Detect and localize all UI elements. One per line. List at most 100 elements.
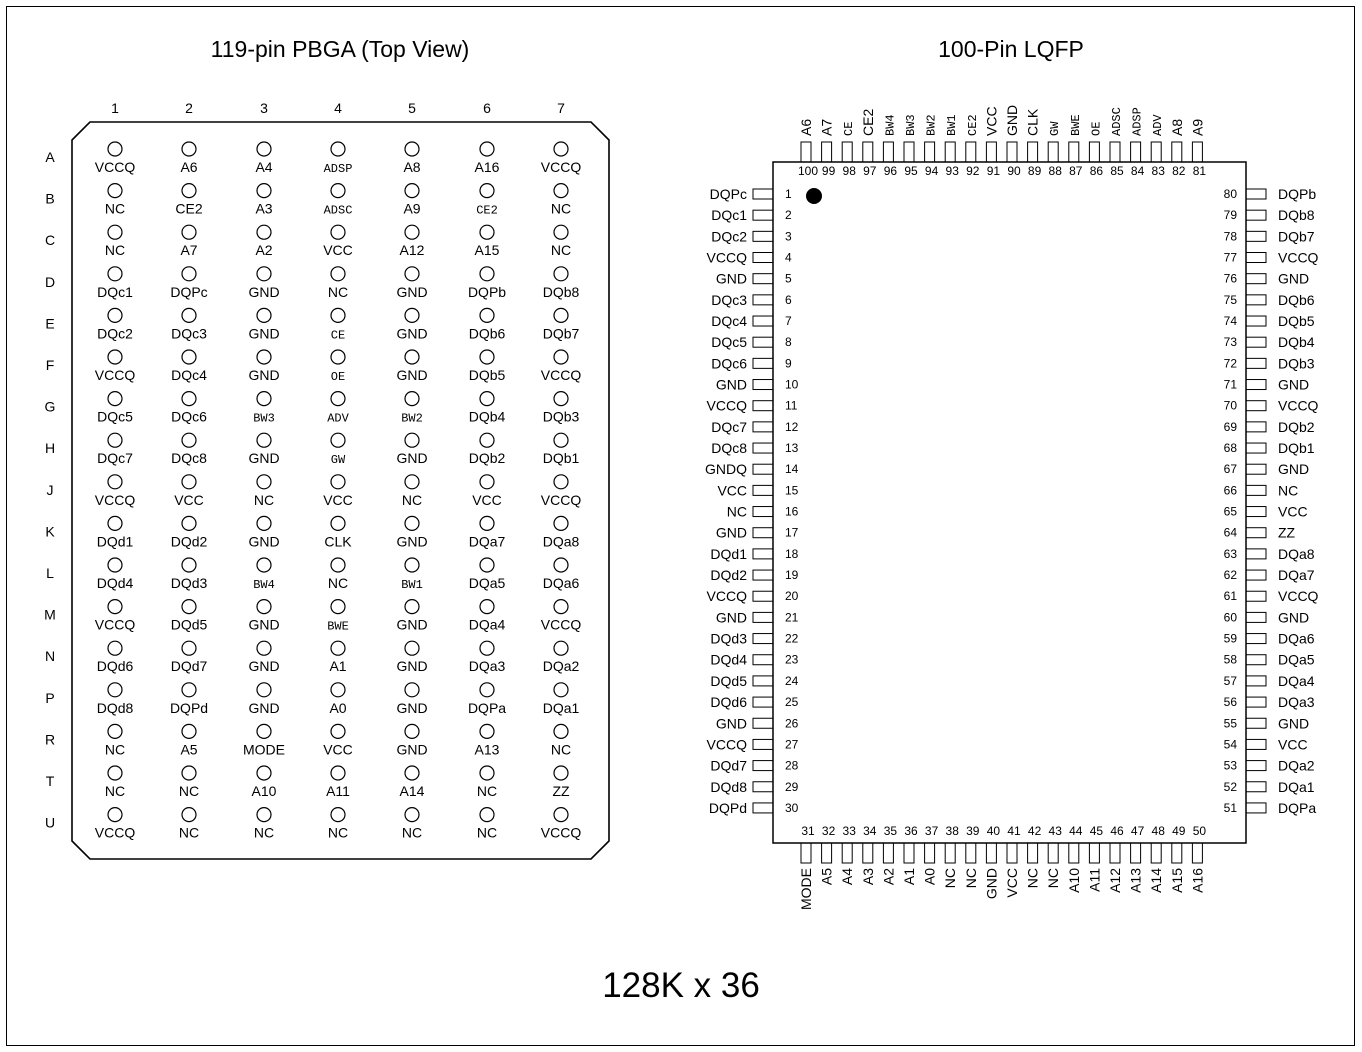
bga-ball bbox=[181, 806, 197, 823]
bga-pin-e7-dqb7: DQb7 bbox=[543, 325, 580, 341]
lqfp-pin-number: 21 bbox=[785, 610, 799, 624]
bga-pin-j3-nc: NC bbox=[254, 492, 274, 508]
bga-pin-u1-vccq: VCCQ bbox=[95, 825, 136, 841]
lqfp-lead bbox=[1006, 141, 1018, 163]
lqfp-pin-57-dqa4: DQa4 bbox=[1278, 673, 1315, 689]
lqfp-lead bbox=[1245, 611, 1267, 623]
lqfp-pin-number: 99 bbox=[822, 164, 836, 178]
lqfp-pin-number: 15 bbox=[785, 483, 799, 497]
bga-ball bbox=[256, 141, 272, 157]
bga-ball bbox=[181, 598, 197, 615]
bga-pin-m6-dqa4: DQa4 bbox=[469, 617, 506, 633]
lqfp-lead bbox=[752, 294, 774, 306]
lqfp-lead bbox=[944, 842, 956, 864]
bga-ball bbox=[479, 266, 495, 282]
lqfp-lead bbox=[752, 379, 774, 391]
lqfp-pin-36-a1: A1 bbox=[901, 868, 917, 885]
lqfp-pin-number: 64 bbox=[1224, 526, 1238, 540]
bga-pin-l4-nc: NC bbox=[328, 575, 348, 591]
lqfp-pin-number: 71 bbox=[1224, 378, 1238, 392]
lqfp-lead bbox=[752, 548, 774, 560]
lqfp-pin-35-a2: A2 bbox=[880, 868, 896, 885]
lqfp-pin-80-dqpb: DQPb bbox=[1278, 186, 1316, 202]
bga-ball bbox=[479, 765, 495, 781]
lqfp-pin-89-clk: CLK bbox=[1025, 108, 1041, 136]
lqfp-pin-27-vccq: VCCQ bbox=[707, 736, 748, 752]
lqfp-lead bbox=[1171, 842, 1183, 864]
lqfp-lead bbox=[752, 506, 774, 518]
lqfp-lead bbox=[1191, 141, 1203, 163]
lqfp-pin-number: 90 bbox=[1007, 164, 1021, 178]
lqfp-pin-78-dqb7: DQb7 bbox=[1278, 228, 1315, 244]
lqfp-pin-39-nc: NC bbox=[963, 868, 979, 888]
bga-pin-p6-dqpa: DQPa bbox=[468, 700, 506, 716]
bga-ball bbox=[256, 224, 272, 240]
bga-pin-d1-dqc1: DQc1 bbox=[97, 284, 133, 300]
lqfp-pin-67-gnd: GND bbox=[1278, 461, 1309, 477]
bga-ball bbox=[181, 723, 197, 740]
bga-pin-f6-dqb5: DQb5 bbox=[469, 367, 506, 383]
lqfp-lead bbox=[1245, 379, 1267, 391]
bga-ball bbox=[553, 432, 569, 448]
lqfp-lead bbox=[1088, 842, 1100, 864]
bga-pin-t5-a14: A14 bbox=[400, 783, 425, 799]
lqfp-lead bbox=[800, 141, 812, 163]
bga-pin-h7-dqb1: DQb1 bbox=[543, 450, 580, 466]
lqfp-lead bbox=[1068, 141, 1080, 163]
lqfp-pin-50-a16: A16 bbox=[1189, 868, 1205, 893]
lqfp-lead bbox=[1027, 842, 1039, 864]
bga-ball bbox=[256, 723, 272, 740]
bga-ball bbox=[330, 682, 346, 698]
lqfp-pin-55-gnd: GND bbox=[1278, 715, 1309, 731]
lqfp-lead bbox=[752, 611, 774, 623]
lqfp-lead bbox=[1245, 590, 1267, 602]
lqfp-pin-number: 22 bbox=[785, 632, 799, 646]
lqfp-pin-number: 53 bbox=[1224, 759, 1238, 773]
bga-pin-m4-bwe: BWE bbox=[327, 620, 349, 634]
lqfp-lead bbox=[1068, 842, 1080, 864]
lqfp-lead bbox=[1047, 842, 1059, 864]
bga-pin-g6-dqb4: DQb4 bbox=[469, 409, 506, 425]
lqfp-pin-17-gnd: GND bbox=[716, 525, 747, 541]
bga-ball bbox=[330, 391, 346, 407]
bga-ball bbox=[181, 183, 197, 199]
bga-ball bbox=[553, 557, 569, 573]
bga-ball bbox=[553, 141, 569, 157]
lqfp-pin-60-gnd: GND bbox=[1278, 609, 1309, 625]
bga-outline bbox=[71, 121, 610, 860]
lqfp-pin-31-mode: MODE bbox=[798, 868, 814, 910]
bga-ball bbox=[404, 307, 420, 323]
lqfp-pin-number: 67 bbox=[1224, 462, 1238, 476]
lqfp-pin-number: 44 bbox=[1069, 824, 1083, 838]
lqfp-pin-23-dqd4: DQd4 bbox=[710, 652, 747, 668]
bga-pin-g2-dqc6: DQc6 bbox=[171, 409, 207, 425]
bga-pin-g4-adv: ADV bbox=[327, 412, 349, 426]
lqfp-pin-number: 92 bbox=[966, 164, 980, 178]
bga-ball bbox=[404, 557, 420, 573]
lqfp-lead bbox=[1245, 315, 1267, 327]
lqfp-pin-number: 14 bbox=[785, 462, 799, 476]
lqfp-pin-number: 70 bbox=[1224, 399, 1238, 413]
bga-ball bbox=[181, 557, 197, 573]
lqfp-package: DQPc 1 DQc1 2 DQc2 3 VCCQ 4 GND 5 DQc3 6 DQc4 7 DQc5 8 D… bbox=[705, 105, 1319, 910]
bga-pin-t3-a10: A10 bbox=[252, 783, 277, 799]
lqfp-lead bbox=[821, 842, 833, 864]
lqfp-pin-number: 30 bbox=[785, 801, 799, 815]
lqfp-pin-number: 50 bbox=[1193, 824, 1207, 838]
lqfp-lead bbox=[752, 633, 774, 645]
lqfp-lead bbox=[965, 141, 977, 163]
bga-ball bbox=[181, 432, 197, 448]
lqfp-pin-54-vcc: VCC bbox=[1278, 736, 1308, 752]
bga-row-label: B bbox=[45, 191, 54, 207]
lqfp-lead bbox=[1245, 717, 1267, 729]
bga-pin-f4-oe: OE bbox=[331, 370, 345, 384]
lqfp-pin-number: 52 bbox=[1224, 780, 1238, 794]
bga-ball bbox=[404, 432, 420, 448]
bga-pin-t2-nc: NC bbox=[179, 783, 199, 799]
bga-pin-u6-nc: NC bbox=[477, 825, 497, 841]
bga-ball bbox=[256, 682, 272, 698]
lqfp-pin-10-gnd: GND bbox=[716, 377, 747, 393]
lqfp-pin-number: 46 bbox=[1110, 824, 1124, 838]
bga-pin-j4-vcc: VCC bbox=[323, 492, 353, 508]
